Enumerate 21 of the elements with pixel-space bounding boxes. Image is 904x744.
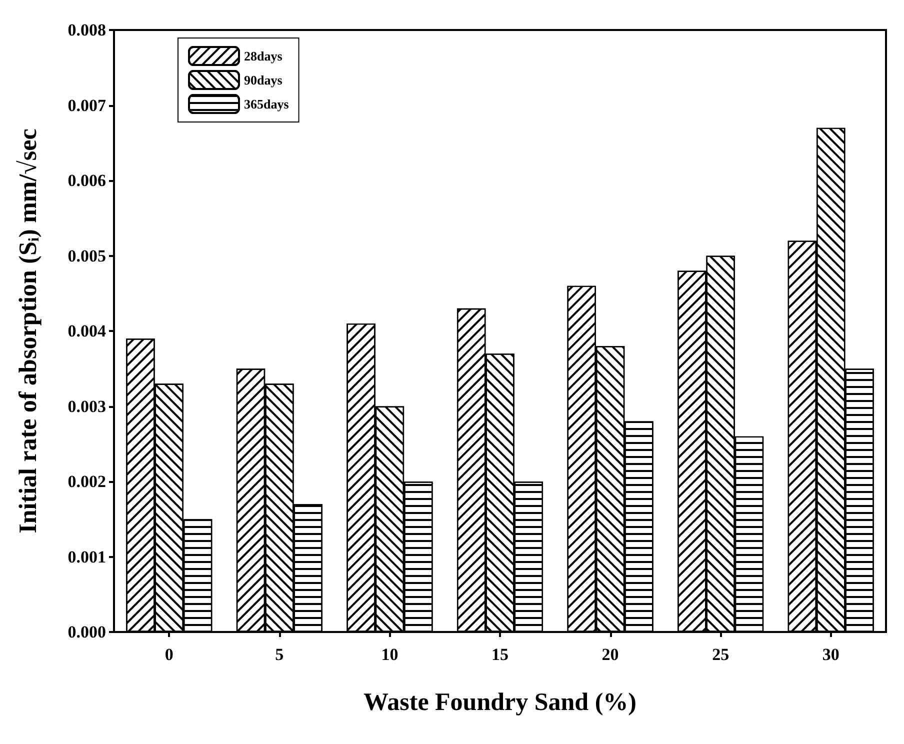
y-tick-label: 0.005 <box>68 246 106 266</box>
y-tick-label: 0.007 <box>68 96 106 115</box>
legend-label: 365days <box>244 96 289 112</box>
x-tick-label: 25 <box>712 645 730 664</box>
y-axis-title: Initial rate of absorption (Si) mm/√sec <box>15 128 42 534</box>
x-tick-label: 10 <box>381 645 398 664</box>
y-tick-label: 0.006 <box>68 171 106 190</box>
x-tick-label: 30 <box>822 645 840 664</box>
y-tick-label: 0.004 <box>68 322 106 340</box>
x-tick-label: 20 <box>602 645 619 664</box>
y-tick-label: 0.002 <box>68 472 106 491</box>
x-axis-title: Waste Foundry Sand (%) <box>364 689 636 716</box>
y-tick-label: 0.008 <box>68 20 106 40</box>
legend-label: 90days <box>244 72 282 88</box>
y-tick-label: 0.003 <box>68 396 106 416</box>
x-tick-label: 0 <box>164 645 174 664</box>
y-tick-label: 0.000 <box>68 622 106 642</box>
x-tick-label: 15 <box>492 645 508 664</box>
x-tick-label: 5 <box>275 645 284 664</box>
y-tick-label: 0.001 <box>68 547 106 566</box>
legend-label: 28days <box>244 48 282 64</box>
